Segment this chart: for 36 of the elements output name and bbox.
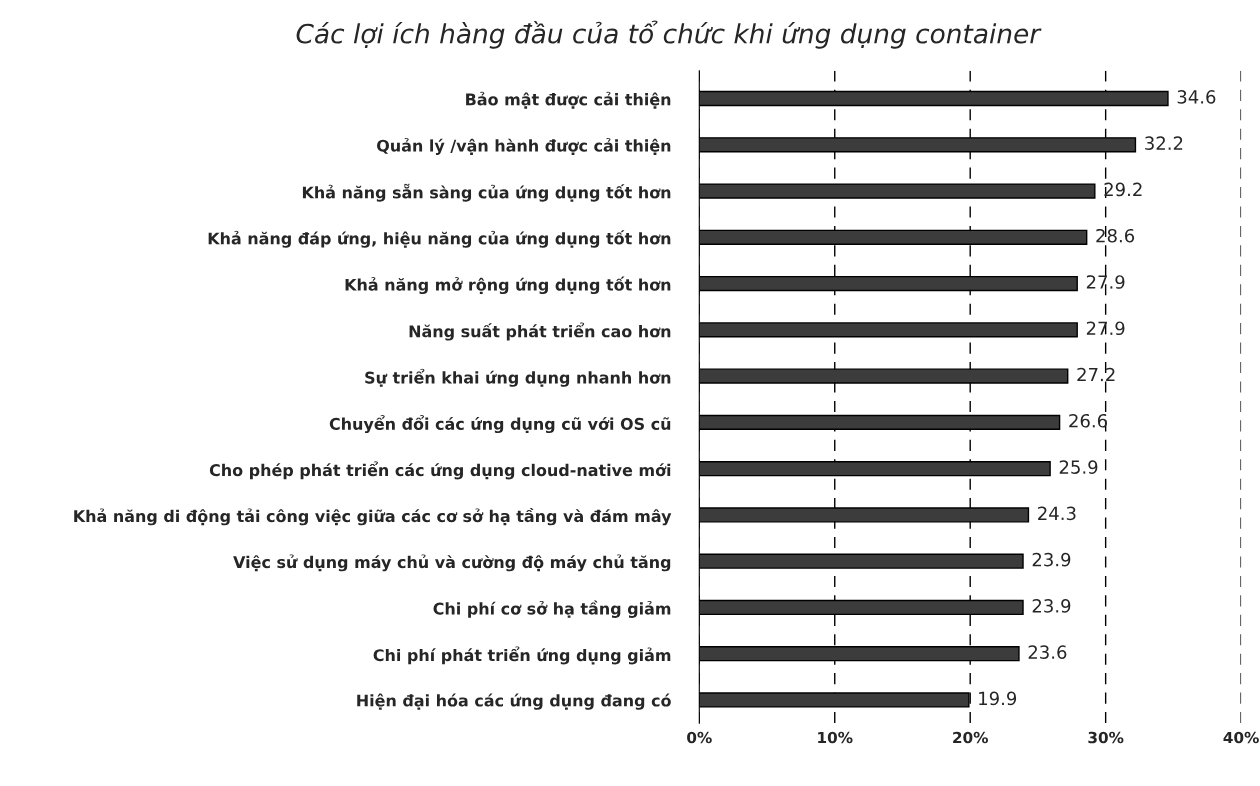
data-label: 23.9 [1032,599,1071,613]
x-tick-label: 0% [687,731,712,744]
y-tick-label: Khả năng mở rộng ứng dụng tốt hơn [345,276,671,295]
bar [699,322,1078,338]
bar [699,183,1096,199]
data-label: 29.2 [1104,182,1142,197]
y-tick-label: Chi phí phát triển ứng dụng giảm [373,646,671,665]
data-label: 34.6 [1177,90,1216,104]
data-label: 32.2 [1145,136,1183,151]
y-tick-label: Việc sử dụng máy chủ và cường độ máy chủ tăng [233,554,671,572]
chart-title: Các lợi ích hàng đầu của tổ chức khi ứng dụng container [296,20,1042,49]
y-tick-label: Cho phép phát triển các ứng dụng cloud-native mới [209,461,671,480]
data-label: 26.6 [1069,413,1107,428]
bar [699,553,1024,569]
data-label: 23.6 [1028,645,1067,659]
y-tick-label: Khả năng sẵn sàng của ứng dụng tốt hơn [302,183,671,202]
y-tick-label: Chuyển đổi các ứng dụng cũ với OS cũ [329,415,671,434]
data-label: 19.9 [979,691,1017,706]
y-tick-label: Chi phí cơ sở hạ tầng giảm [433,600,671,618]
data-label: 27.2 [1077,367,1115,382]
data-label: 24.3 [1038,506,1076,521]
x-tick-label: 30% [1088,731,1124,744]
x-tick-label: 40% [1223,731,1259,744]
y-tick-label: Quản lý /vận hành được cải thiện [377,138,671,155]
y-tick-label: Bảo mật được cải thiện [466,91,671,109]
y-tick-label: Hiện đại hóa các ứng dụng đang có [357,693,671,710]
data-label: 25.9 [1059,460,1098,474]
data-label: 23.9 [1032,552,1071,567]
x-tick-label: 20% [953,731,988,744]
x-tick-label: 10% [818,731,853,744]
y-tick-label: Khả năng di động tải công việc giữa các cơ sở hạ tầng và đám mây [74,507,672,526]
y-tick-label: Sự triển khai ứng dụng nhanh hơn [365,368,671,387]
data-label: 28.6 [1096,228,1135,243]
y-tick-label: Năng suất phát triển cao hơn [409,322,671,341]
y-tick-label: Khả năng đáp ứng, hiệu năng của ứng dụng tốt hơn [208,230,671,248]
data-label: 27.9 [1086,275,1125,289]
